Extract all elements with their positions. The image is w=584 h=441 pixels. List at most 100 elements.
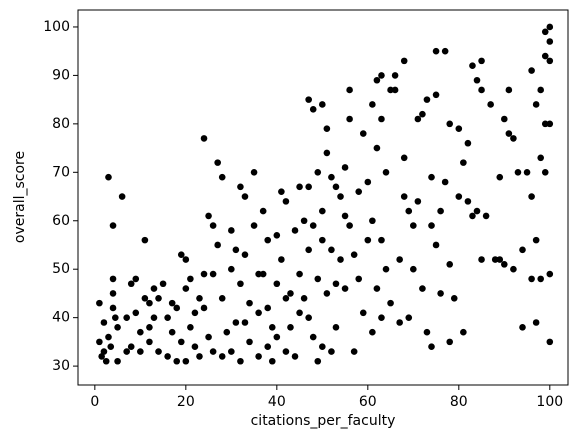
point [478, 57, 485, 65]
y-tick-label: 30 [52, 358, 70, 374]
point [373, 285, 381, 292]
point [546, 270, 554, 278]
point [410, 265, 417, 273]
point [200, 135, 208, 142]
point [287, 290, 294, 297]
point [187, 324, 194, 331]
point [273, 280, 281, 288]
y-tick-label: 100 [43, 19, 70, 35]
point [209, 270, 217, 278]
point [168, 328, 176, 336]
point [112, 314, 119, 321]
point [373, 76, 381, 84]
point [273, 333, 281, 341]
point [446, 338, 454, 346]
point [109, 290, 117, 297]
point [387, 299, 394, 307]
point [378, 314, 385, 321]
point [264, 304, 272, 312]
point [501, 261, 508, 268]
point [437, 207, 444, 215]
point [419, 285, 426, 292]
point [319, 207, 326, 215]
point [205, 333, 212, 341]
point [528, 275, 535, 283]
point [237, 357, 244, 365]
point [273, 231, 281, 239]
point [496, 173, 504, 181]
point [255, 353, 262, 360]
point [546, 38, 554, 45]
point [196, 353, 203, 360]
point [378, 72, 385, 79]
point [182, 357, 190, 365]
point [282, 294, 290, 302]
point [405, 207, 413, 215]
point [191, 343, 199, 351]
point [228, 348, 235, 355]
point [100, 319, 108, 326]
point [246, 338, 253, 346]
point [228, 265, 235, 273]
point [332, 280, 340, 288]
point [127, 280, 135, 288]
point [137, 348, 144, 355]
point [305, 96, 312, 103]
point [137, 328, 144, 336]
point [255, 309, 262, 317]
point [450, 294, 458, 302]
point [228, 227, 235, 234]
point [519, 246, 526, 254]
point [487, 101, 494, 108]
y-axis-label: overall_score [12, 151, 28, 243]
point [323, 290, 331, 297]
point [519, 324, 526, 331]
point [410, 222, 417, 229]
point [109, 222, 117, 229]
point [482, 212, 490, 220]
point [355, 188, 363, 195]
point [364, 178, 372, 186]
point [109, 275, 117, 283]
point [423, 328, 431, 336]
point [187, 275, 194, 283]
point [505, 86, 513, 94]
point [428, 222, 435, 229]
point [132, 275, 140, 283]
point [510, 265, 517, 273]
point [464, 198, 472, 205]
point [523, 169, 531, 176]
point [505, 130, 513, 137]
point [150, 285, 158, 292]
point [328, 173, 335, 181]
point [200, 304, 208, 312]
point [537, 275, 545, 283]
point [414, 198, 422, 205]
point [105, 333, 112, 341]
point [478, 86, 485, 94]
point [319, 343, 326, 351]
x-tick-label: 0 [90, 394, 99, 410]
point [164, 353, 171, 360]
point [455, 125, 463, 133]
point [278, 188, 285, 195]
point [232, 246, 240, 254]
point [428, 343, 435, 351]
y-tick-label: 80 [52, 116, 70, 132]
point [373, 144, 381, 152]
point [296, 270, 303, 278]
point [118, 193, 126, 200]
point [177, 251, 185, 258]
point [305, 183, 312, 191]
point [246, 299, 253, 307]
point [455, 193, 463, 200]
point [469, 212, 476, 220]
point [282, 348, 290, 355]
point [400, 193, 408, 200]
point [182, 256, 190, 263]
point [146, 299, 153, 307]
point [364, 236, 372, 244]
point [237, 280, 244, 288]
point [259, 207, 267, 215]
point [250, 222, 258, 229]
